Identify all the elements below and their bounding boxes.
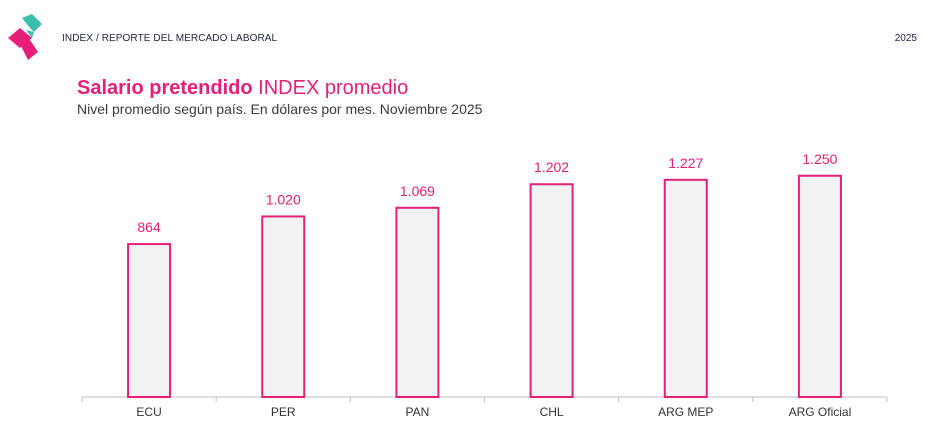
value-label: 1.250 bbox=[802, 151, 837, 167]
chart-title: Salario pretendido INDEX promedio bbox=[77, 76, 408, 100]
bar-per bbox=[261, 215, 306, 398]
bar-arg-mep bbox=[663, 178, 708, 398]
value-label: 1.227 bbox=[668, 155, 703, 171]
category-label: PER bbox=[271, 405, 296, 419]
value-label: 1.069 bbox=[400, 183, 435, 199]
value-label: 864 bbox=[137, 219, 161, 235]
category-label: PAN bbox=[406, 405, 430, 419]
value-label: 1.202 bbox=[534, 159, 569, 175]
breadcrumb: INDEX / REPORTE DEL MERCADO LABORAL bbox=[62, 33, 278, 44]
category-label: ECU bbox=[136, 405, 161, 419]
category-label: CHL bbox=[540, 405, 564, 419]
value-label: 1.020 bbox=[266, 191, 301, 207]
category-label: ARG Oficial bbox=[789, 405, 852, 419]
bar-pan bbox=[395, 206, 440, 398]
chart-subtitle: Nivel promedio según país. En dólares po… bbox=[77, 101, 483, 117]
bar-arg-oficial bbox=[797, 174, 842, 398]
bar-chl bbox=[529, 183, 574, 398]
chart-title-rest: INDEX promedio bbox=[258, 77, 409, 99]
chart-title-bold: Salario pretendido bbox=[77, 77, 253, 99]
bar-ecu bbox=[127, 243, 172, 398]
index-logo-icon bbox=[8, 14, 42, 60]
report-year: 2025 bbox=[894, 33, 917, 44]
category-label: ARG MEP bbox=[658, 405, 713, 419]
